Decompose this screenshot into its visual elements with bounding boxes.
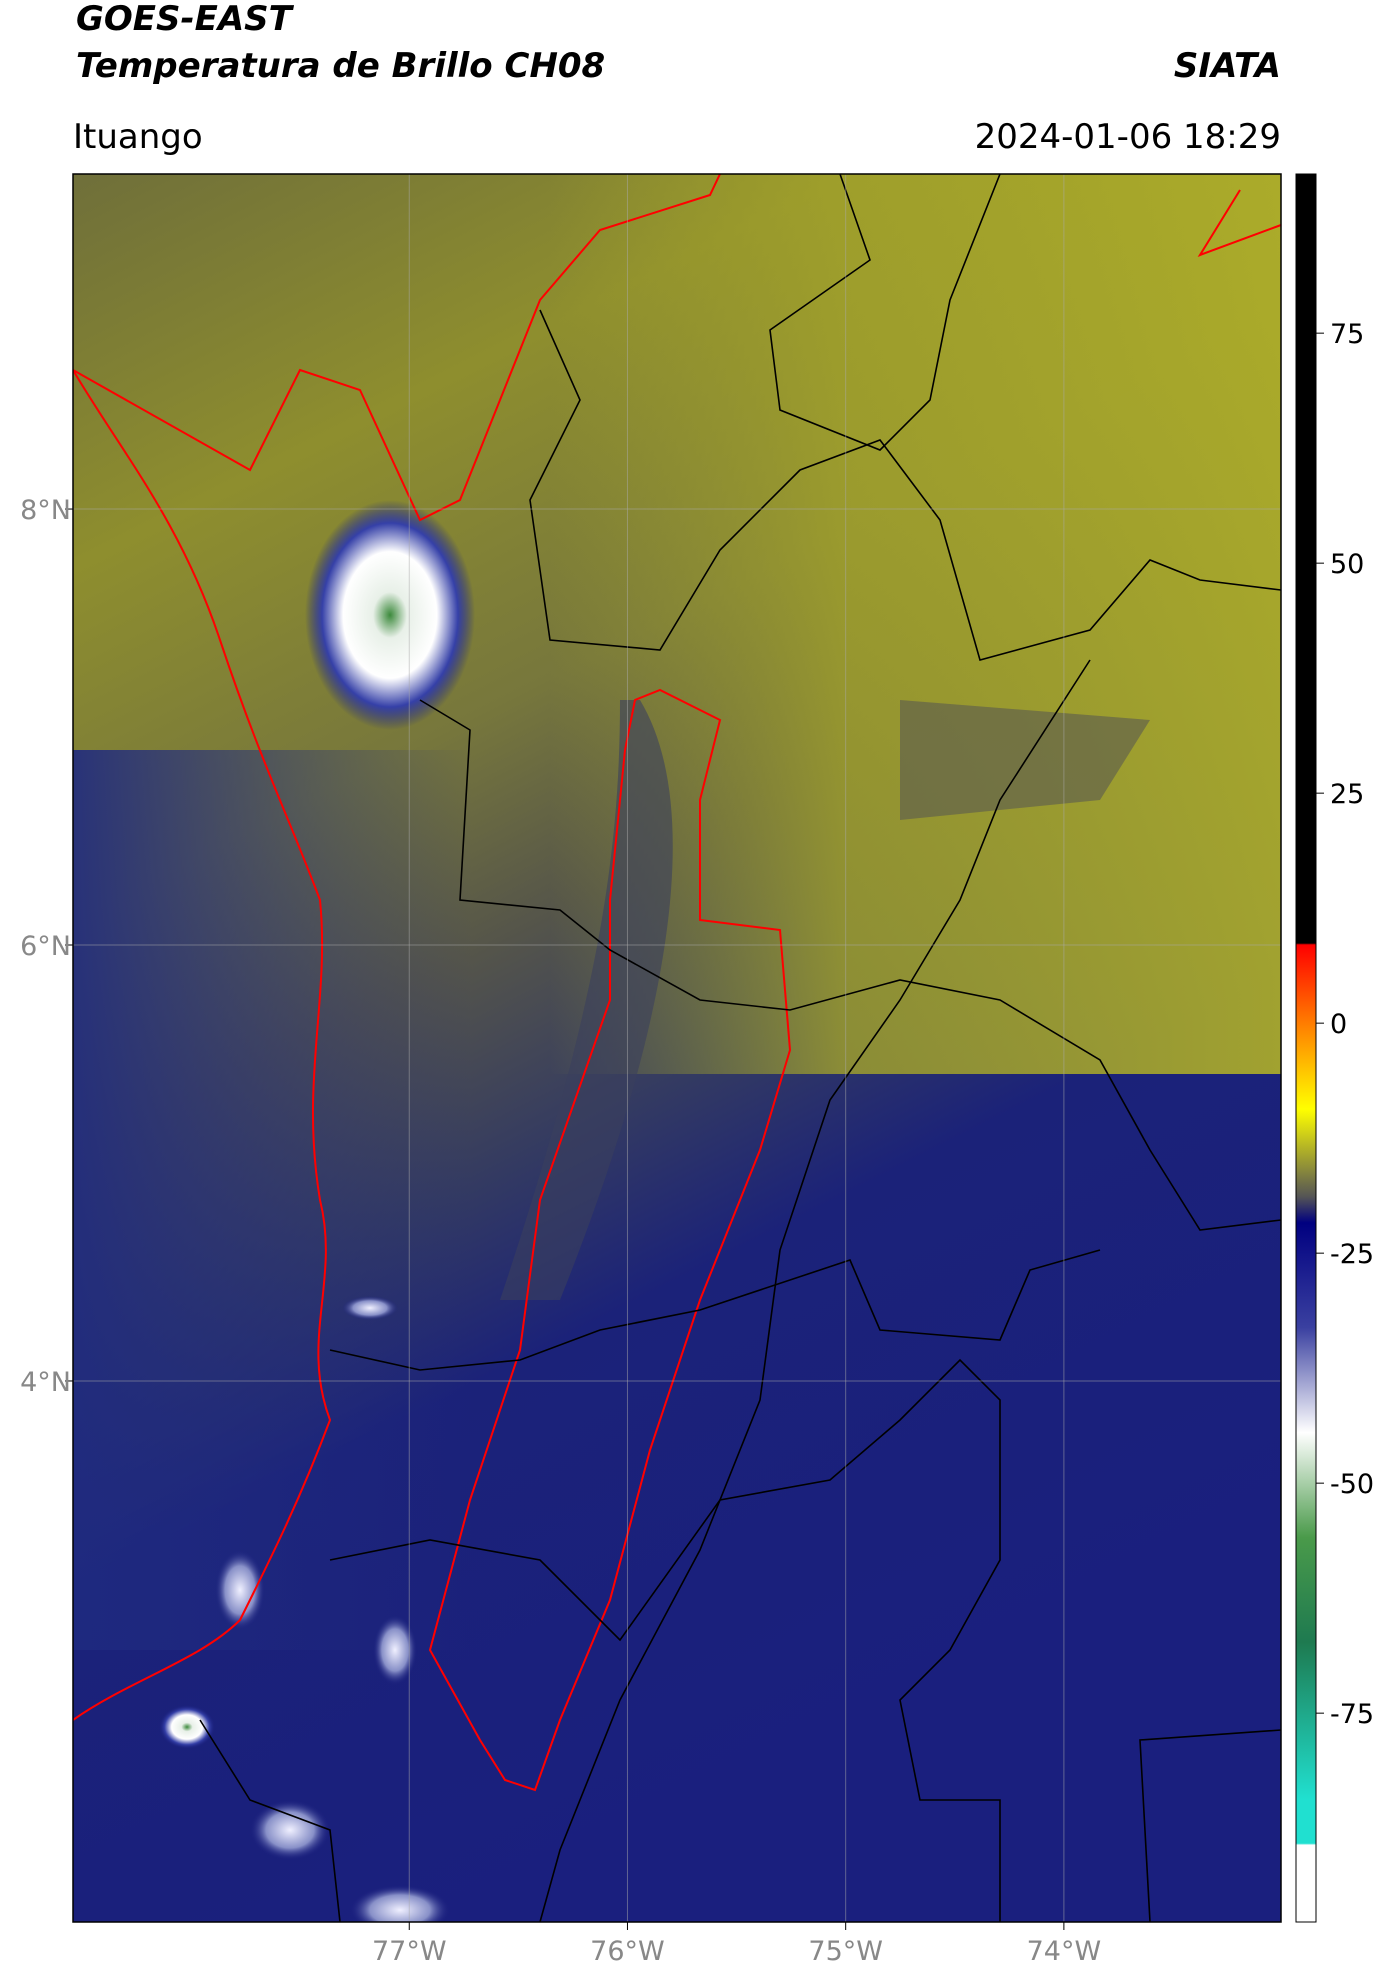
- map-frame: [72, 173, 1282, 1923]
- colorbar-tick-label: 50: [1330, 549, 1364, 580]
- x-tick-label: 76°W: [590, 1936, 665, 1967]
- source: SIATA: [1174, 46, 1281, 86]
- y-tick-label: 4°N: [20, 1367, 71, 1398]
- satellite-image: [73, 174, 1281, 1922]
- colorbar: [1295, 173, 1317, 1923]
- title: GOES-EAST: [76, 0, 295, 39]
- x-tick-label: 74°W: [1027, 1936, 1102, 1967]
- x-tick-label: 75°W: [808, 1936, 883, 1967]
- y-tick-label: 6°N: [20, 931, 71, 962]
- x-tick-label: 77°W: [372, 1936, 447, 1967]
- subtitle: Temperatura de Brillo CH08: [76, 46, 605, 86]
- colorbar-tick-label: -50: [1330, 1469, 1374, 1500]
- colorbar-tick-label: 25: [1330, 779, 1364, 810]
- colorbar-tick-label: 75: [1330, 319, 1364, 350]
- colorbar-tick-label: 0: [1330, 1009, 1347, 1040]
- location: Ituango: [73, 117, 203, 157]
- y-tick-label: 8°N: [20, 495, 71, 526]
- colorbar-tick-label: -75: [1330, 1699, 1374, 1730]
- colorbar-tick-label: -25: [1330, 1239, 1374, 1270]
- datetime: 2024-01-06 18:29: [975, 117, 1281, 157]
